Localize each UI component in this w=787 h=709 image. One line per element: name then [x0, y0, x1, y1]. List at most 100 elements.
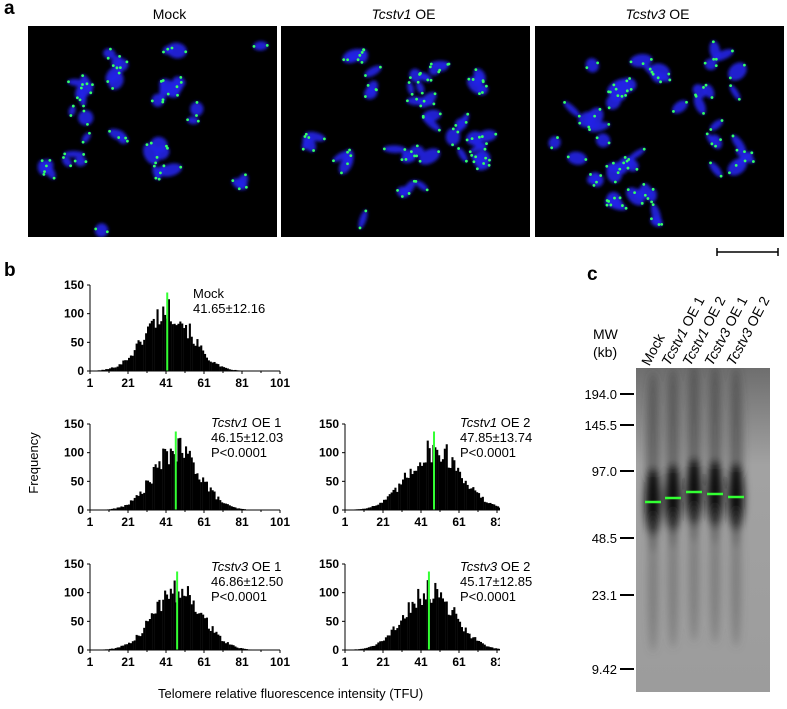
histogram-bar: [223, 641, 226, 650]
telomere-signal: [244, 185, 248, 189]
chromosome: [357, 49, 368, 64]
histogram-bar: [485, 646, 488, 650]
gel-tail-smear: [689, 502, 699, 642]
hist-name-rest: OE 2: [497, 559, 531, 574]
telomere-signal: [437, 128, 441, 132]
telomere-signal: [420, 91, 424, 95]
telomere-signal: [731, 49, 734, 53]
histogram-bar: [411, 601, 414, 650]
telomere-signal: [743, 159, 747, 163]
histogram-bar: [129, 643, 132, 650]
telomere-signal: [624, 93, 627, 97]
x-tick-label: 1: [87, 655, 94, 669]
y-tick-label: 150: [64, 417, 84, 431]
histogram-bar: [131, 500, 134, 510]
telomere-signal: [468, 150, 472, 154]
x-tick-label: 101: [270, 515, 290, 529]
chromosome: [81, 132, 91, 143]
x-tick-label: 21: [121, 515, 135, 529]
telomere-signal: [340, 171, 343, 175]
histogram-bar: [402, 615, 405, 650]
histogram-bar: [124, 360, 127, 371]
telomere-signal: [566, 155, 570, 159]
x-tick-label: 41: [159, 515, 173, 529]
chromosome: [672, 100, 688, 114]
telomere-signal: [195, 114, 198, 117]
histogram-bar: [224, 643, 227, 650]
histogram-bar: [459, 471, 462, 510]
histogram-bar: [147, 480, 150, 510]
chromosome: [693, 95, 706, 115]
telomere-signal: [165, 144, 168, 148]
telomere-signal: [735, 148, 739, 152]
telomere-signal: [62, 156, 65, 159]
histogram-bar: [171, 450, 174, 510]
x-tick-label: 41: [414, 515, 428, 529]
histogram-bar: [383, 499, 386, 510]
telomere-signal: [650, 200, 654, 204]
chromosome: [731, 134, 746, 153]
telomere-signal: [82, 109, 86, 113]
histogram-bar: [221, 366, 224, 371]
histogram-bar: [114, 367, 117, 371]
telomere-signal: [115, 66, 119, 70]
telomere-signal: [714, 64, 718, 68]
telomere-signal: [712, 57, 716, 61]
histogram-bar: [411, 474, 414, 510]
histogram-bar: [158, 324, 161, 371]
histogram-bar: [421, 465, 424, 510]
telomere-signal: [742, 63, 746, 67]
x-tick-label: 1: [87, 376, 94, 390]
chromosome: [727, 62, 747, 81]
telomere-signal: [162, 50, 165, 54]
telomere-signal: [179, 75, 183, 79]
histogram-bar: [428, 448, 431, 510]
y-tick-label: 150: [319, 557, 339, 571]
histogram-bar: [415, 470, 418, 510]
histogram-bar: [147, 621, 150, 650]
telomere-signal: [711, 40, 715, 44]
x-tick-label: 61: [197, 655, 211, 669]
telomere-signal: [584, 158, 588, 161]
telomere-signal: [416, 80, 420, 84]
histogram-bar: [162, 599, 165, 650]
chromosome: [735, 148, 755, 164]
chromosome: [627, 148, 646, 161]
telomere-signal: [166, 146, 169, 150]
hist-name: Tcstv1 OE 1: [211, 415, 283, 430]
histogram-bar: [483, 501, 486, 510]
y-tick-label: 0: [332, 503, 339, 517]
histogram-bar: [462, 631, 465, 650]
hist-name: Tcstv1 OE 2: [460, 415, 532, 430]
telomere-signal: [126, 139, 129, 143]
telomere-signal: [149, 141, 153, 145]
histogram-bar: [185, 446, 188, 510]
telomere-signal: [150, 99, 154, 103]
histogram-bar: [455, 470, 458, 510]
histogram-bar: [167, 598, 170, 650]
histogram-bar: [145, 333, 148, 371]
hist-pval: P<0.0001: [211, 589, 268, 604]
chromosome: [186, 116, 199, 125]
telomere-signal: [657, 223, 661, 226]
chromosome: [366, 80, 379, 95]
telomere-signal: [81, 140, 85, 144]
histogram-bar: [384, 637, 387, 650]
telomere-signal: [472, 160, 476, 164]
histogram-mock: 1 21 41 61 81 101 0 50 100 150: [64, 278, 290, 390]
histogram-bar: [190, 336, 193, 371]
telomere-signal: [364, 74, 367, 77]
histogram-bar: [243, 648, 246, 650]
telomere-signal: [152, 164, 156, 168]
histogram-bar: [175, 325, 178, 371]
telomere-signal: [478, 135, 481, 139]
histogram-bar: [373, 645, 376, 650]
telomere-signal: [649, 57, 653, 61]
telomere-signal: [451, 127, 455, 131]
hist-name-rest: OE 1: [248, 559, 282, 574]
y-tick-label: 0: [77, 643, 84, 657]
hist-stat: 45.17±12.85: [460, 574, 533, 589]
telomere-signal: [75, 96, 79, 100]
histogram-bar: [491, 647, 494, 650]
